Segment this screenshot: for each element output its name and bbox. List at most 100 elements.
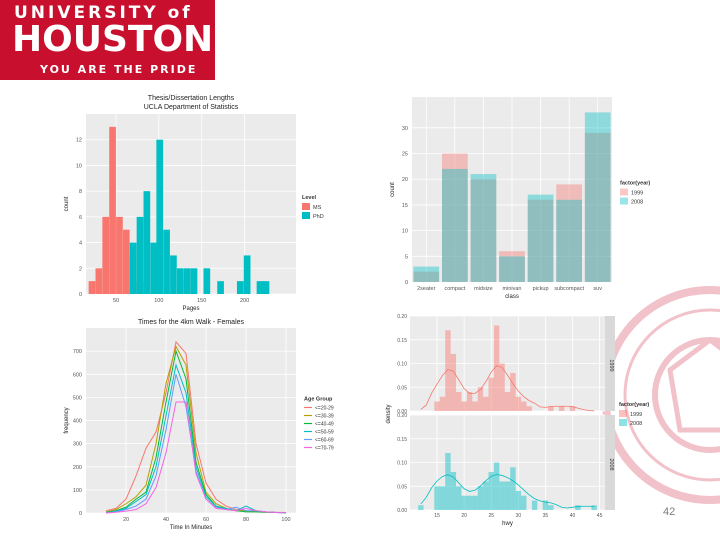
density-bar xyxy=(445,453,451,510)
density-bar xyxy=(456,392,462,411)
histogram-bar xyxy=(243,255,251,294)
class-bar xyxy=(527,199,554,282)
y-tick-label: 200 xyxy=(73,465,82,471)
x-axis-label: hwy xyxy=(502,521,513,527)
legend-label: <=60-69 xyxy=(315,438,334,444)
y-tick-label: 0.15 xyxy=(397,437,407,443)
density-bar xyxy=(499,363,505,411)
class-bar xyxy=(584,132,611,282)
x-tick-label: 20 xyxy=(123,517,129,523)
y-tick-label: 0.10 xyxy=(397,362,407,368)
class-bar xyxy=(413,266,440,282)
density-bar xyxy=(542,500,549,510)
density-bar xyxy=(456,486,462,510)
y-tick-label: 25 xyxy=(402,152,408,158)
x-tick-label: minivan xyxy=(503,286,522,292)
class-bar xyxy=(470,174,497,282)
histogram-bar xyxy=(116,216,123,294)
legend-label: 2008 xyxy=(630,421,642,427)
legend-label: <=20-29 xyxy=(315,406,334,412)
y-tick-label: 2 xyxy=(79,266,82,272)
chart-title: Thesis/Dissertation Lengths xyxy=(148,95,235,102)
density-bar xyxy=(483,396,489,411)
density-bar xyxy=(439,396,446,411)
legend-label: 1999 xyxy=(631,191,643,197)
density-bar xyxy=(591,505,597,510)
density-curve xyxy=(420,474,595,509)
legend-label: <=50-59 xyxy=(315,430,334,436)
legend-title: Level xyxy=(302,195,317,201)
class-bar xyxy=(527,194,554,282)
density-bar xyxy=(434,401,440,411)
legend-label: PhD xyxy=(313,214,324,220)
x-tick-label: 20 xyxy=(461,513,467,519)
density-bar xyxy=(515,396,522,411)
density-bar xyxy=(466,495,473,510)
x-axis-label: class xyxy=(505,294,519,300)
density-bar xyxy=(531,500,538,510)
y-tick-label: 10 xyxy=(76,163,82,169)
legend-label: 1999 xyxy=(630,412,642,418)
density-bar xyxy=(548,505,554,510)
y-tick-label: 4 xyxy=(79,241,82,247)
facet-label: 1999 xyxy=(608,359,614,371)
y-tick-label: 0.20 xyxy=(397,314,407,320)
y-tick-label: 0 xyxy=(405,280,408,286)
logo-line-houston: HOUSTON xyxy=(12,19,214,60)
histogram-bar xyxy=(262,281,270,294)
y-tick-label: 15 xyxy=(402,203,408,209)
histogram-bar xyxy=(183,268,191,294)
page-number: 42 xyxy=(663,506,676,518)
class-bar xyxy=(556,199,582,282)
y-tick-label: 5 xyxy=(405,254,408,260)
legend-label: <=30-39 xyxy=(315,414,334,420)
y-tick-label: 12 xyxy=(76,138,82,144)
y-tick-label: 20 xyxy=(402,177,408,183)
y-tick-label: 6 xyxy=(79,215,82,221)
legend-title: Age Group xyxy=(304,397,333,403)
density-curve xyxy=(420,365,595,412)
y-tick-label: 0.00 xyxy=(397,508,407,514)
x-tick-label: 200 xyxy=(240,298,249,304)
density-bar xyxy=(477,486,484,510)
walk-times-line-chart: 0 100 200 300 400 500 600 700 20 40 60 80 100 Times f… xyxy=(64,319,334,531)
y-tick-label: 0 xyxy=(79,511,82,517)
density-bar xyxy=(521,495,527,510)
y-tick-label: 0.15 xyxy=(397,338,407,344)
class-bar xyxy=(556,184,582,282)
logo-line-university: UNIVERSITY of xyxy=(14,3,193,23)
histogram-bar xyxy=(95,268,103,294)
class-bar xyxy=(499,256,525,282)
histogram-bar xyxy=(176,268,184,294)
y-tick-label: 500 xyxy=(73,395,82,401)
chart-subtitle: UCLA Department of Statistics xyxy=(144,104,239,111)
density-bar xyxy=(450,472,457,510)
histogram-bar xyxy=(109,126,116,294)
legend-label: MS xyxy=(313,205,322,211)
facet-strip xyxy=(605,316,615,411)
histogram-bar xyxy=(203,268,211,294)
x-tick-label: 40 xyxy=(570,513,576,519)
x-tick-label: 25 xyxy=(488,513,494,519)
density-bar xyxy=(510,373,516,411)
class-bar xyxy=(499,251,525,282)
facet-strip xyxy=(605,415,615,510)
histogram-bar xyxy=(163,229,170,294)
x-tick-label: compact xyxy=(444,286,465,292)
y-tick-label: 0.00 xyxy=(397,409,407,415)
density-bar xyxy=(521,401,527,411)
histogram-bar xyxy=(256,281,264,294)
histogram-bar xyxy=(88,281,96,294)
histogram-bar xyxy=(129,242,137,294)
histogram-bar xyxy=(136,216,144,294)
histogram-bar xyxy=(190,268,198,294)
density-bar xyxy=(526,406,532,411)
density-bar xyxy=(575,505,581,510)
density-bar xyxy=(548,406,554,411)
legend-key xyxy=(619,419,627,426)
density-bar xyxy=(466,392,473,411)
x-axis-label: Pages xyxy=(182,306,199,312)
density-bar xyxy=(493,462,500,510)
y-axis-label: count xyxy=(390,182,396,197)
facet-label: 2008 xyxy=(608,458,614,470)
